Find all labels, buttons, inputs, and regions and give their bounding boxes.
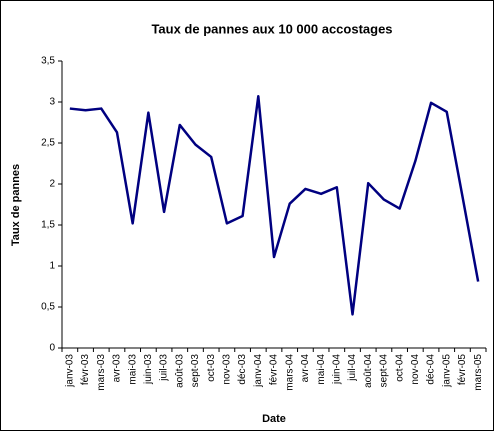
y-tick-label: 1 [49, 261, 55, 272]
x-tick-label: juin-04 [331, 354, 342, 385]
x-tick-label: sept-04 [379, 354, 390, 388]
y-tick-label: 3 [49, 97, 55, 108]
x-tick-label: janv-03 [64, 354, 75, 388]
x-tick-label: nov-03 [222, 354, 233, 385]
x-tick-label: mars-04 [284, 354, 295, 391]
x-tick-label: déc-04 [426, 354, 437, 385]
x-tick-label: août-04 [363, 354, 374, 388]
x-tick-label: mars-03 [96, 354, 107, 391]
y-tick-label: 2 [49, 179, 55, 190]
x-tick-label: nov-04 [410, 354, 421, 385]
y-tick-label: 3,5 [41, 56, 55, 67]
x-tick-label: déc-03 [237, 354, 248, 385]
x-tick-label: sept-03 [190, 354, 201, 388]
x-tick-label: avr-04 [300, 354, 311, 383]
x-tick-label: avr-03 [112, 354, 123, 383]
x-tick-label: janv-05 [441, 354, 452, 388]
x-axis-title: Date [262, 413, 286, 425]
y-tick-label: 0,5 [41, 302, 55, 313]
x-tick-label: mai-03 [127, 354, 138, 385]
y-axis-title: Taux de pannes [10, 164, 22, 246]
x-tick-label: févr-03 [80, 354, 91, 386]
x-tick-label: juin-03 [143, 354, 154, 385]
y-tick-label: 2,5 [41, 138, 55, 149]
x-tick-label: févr-04 [269, 354, 280, 386]
x-tick-label: févr-05 [457, 354, 468, 386]
data-line [69, 95, 480, 316]
x-tick-label: juil-03 [159, 354, 170, 382]
x-tick-label: mars-05 [473, 354, 484, 391]
x-tick-label: mai-04 [316, 354, 327, 385]
x-tick-label: oct-03 [206, 354, 217, 382]
y-tick-label: 0 [49, 343, 55, 354]
x-tick-label: oct-04 [394, 354, 405, 382]
y-tick-label: 1,5 [41, 220, 55, 231]
x-tick-label: janv-04 [253, 354, 264, 388]
x-tick-label: juil-04 [347, 354, 358, 382]
x-tick-label: août-03 [174, 354, 185, 388]
chart-title: Taux de pannes aux 10 000 accostages [151, 21, 392, 36]
